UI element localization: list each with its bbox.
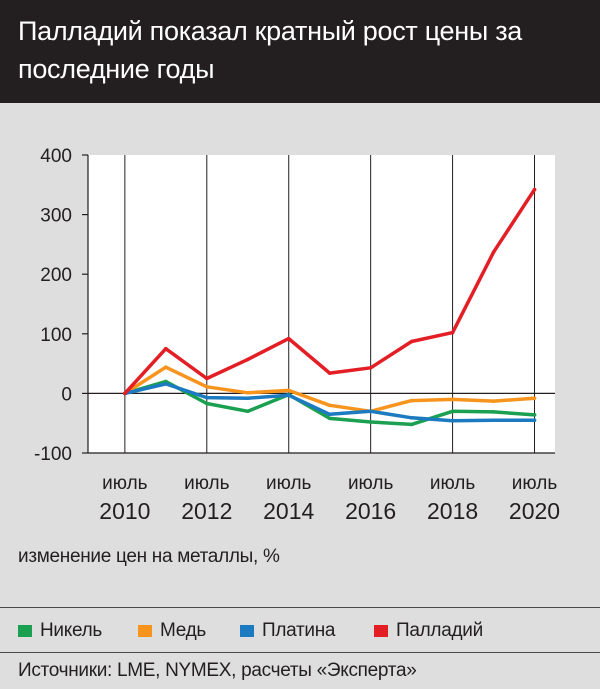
x-tick-label-year-5: 2020 xyxy=(509,498,560,524)
x-tick-label-month-1: июль xyxy=(184,473,230,494)
data-point-1-5 xyxy=(327,403,332,408)
data-point-3-2 xyxy=(204,376,209,381)
data-point-2-6 xyxy=(368,409,373,414)
x-tick-label-month-0: июль xyxy=(102,473,148,494)
data-point-0-5 xyxy=(327,416,332,421)
data-point-2-5 xyxy=(327,412,332,417)
x-tick-label-year-2: 2014 xyxy=(263,498,314,524)
data-point-1-4 xyxy=(286,388,291,393)
data-point-1-9 xyxy=(491,399,496,403)
data-point-3-10 xyxy=(532,187,537,192)
x-tick-label-year-3: 2016 xyxy=(345,498,396,524)
line-chart: -100 0 100 200 300 400 июль 2010 июль 2012 июль 201… xyxy=(34,146,560,524)
data-point-2-2 xyxy=(204,395,209,400)
data-point-0-6 xyxy=(368,420,373,424)
legend-swatch-copper xyxy=(138,625,152,637)
legend-label-palladium: Палладий xyxy=(396,620,483,641)
x-tick-label-month-2: июль xyxy=(266,473,312,494)
x-tick-label-month-3: июль xyxy=(348,473,394,494)
data-point-1-2 xyxy=(204,385,209,389)
data-point-0-9 xyxy=(491,410,496,414)
legend: Никель Медь Платина Палладий xyxy=(0,607,600,653)
source-note: Источники: LME, NYMEX, расчеты «Эксперта… xyxy=(18,660,417,681)
data-point-1-3 xyxy=(245,391,250,395)
plot-area xyxy=(88,155,555,453)
y-tick-label-0: -100 xyxy=(34,444,72,465)
data-point-2-4 xyxy=(286,393,291,397)
data-point-3-4 xyxy=(286,336,291,341)
data-point-0-7 xyxy=(409,422,414,427)
legend-label-nickel: Никель xyxy=(40,620,102,641)
data-point-2-3 xyxy=(245,396,250,400)
x-tick-label-year-4: 2018 xyxy=(427,498,478,524)
x-tick-label-month-5: июль xyxy=(512,473,558,494)
data-point-2-8 xyxy=(450,419,455,423)
data-point-2-9 xyxy=(491,418,496,423)
y-tick-label-3: 200 xyxy=(40,265,72,286)
legend-label-copper: Медь xyxy=(160,620,206,641)
data-point-2-1 xyxy=(164,382,168,386)
data-point-0-8 xyxy=(450,409,455,414)
chart-header: Палладий показал кратный рост цены за по… xyxy=(0,0,600,103)
data-point-3-9 xyxy=(491,250,496,254)
y-tick-label-2: 100 xyxy=(40,325,72,346)
data-point-3-6 xyxy=(368,365,373,370)
x-tick-label-year-0: 2010 xyxy=(99,498,150,524)
data-point-3-8 xyxy=(450,330,455,335)
y-axis-label: изменение цен на металлы, % xyxy=(18,546,280,567)
data-point-1-1 xyxy=(164,365,168,369)
data-point-3-0 xyxy=(123,391,127,396)
legend-swatch-platinum xyxy=(240,625,254,637)
data-point-3-7 xyxy=(409,339,414,344)
chart-title: Палладий показал кратный рост цены за по… xyxy=(18,16,522,84)
data-point-3-3 xyxy=(245,357,250,362)
data-point-1-7 xyxy=(409,398,414,403)
y-tick-label-1: 0 xyxy=(61,384,72,405)
legend-swatch-nickel xyxy=(18,625,32,637)
data-point-0-2 xyxy=(204,401,209,406)
y-tick-label-5: 400 xyxy=(40,146,72,167)
data-point-3-5 xyxy=(327,371,332,375)
data-point-0-3 xyxy=(245,409,250,414)
x-tick-label-year-1: 2012 xyxy=(181,498,232,524)
y-tick-label-4: 300 xyxy=(40,206,72,227)
data-point-1-10 xyxy=(532,396,537,400)
data-point-0-10 xyxy=(532,413,537,417)
data-point-2-7 xyxy=(409,416,414,420)
data-point-1-8 xyxy=(450,397,455,402)
data-point-2-10 xyxy=(532,418,537,423)
legend-label-platinum: Платина xyxy=(262,620,336,641)
data-point-3-1 xyxy=(164,346,168,351)
x-tick-label-month-4: июль xyxy=(430,473,476,494)
legend-swatch-palladium xyxy=(374,625,388,637)
